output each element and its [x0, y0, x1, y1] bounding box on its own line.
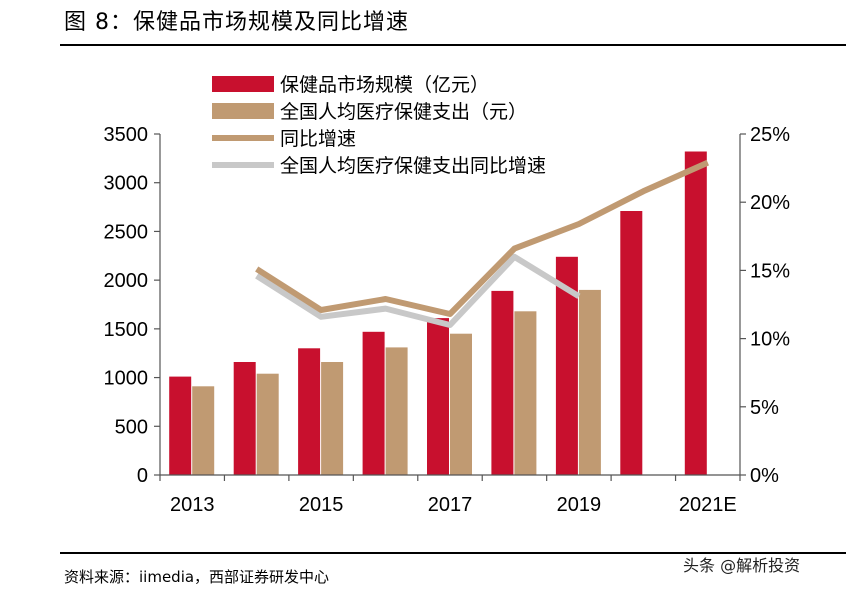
top-rule: [60, 44, 846, 46]
bar-per-capita-2018: [514, 311, 537, 475]
legend-label: 全国人均医疗保健支出（元）: [280, 101, 527, 123]
legend-label: 全国人均医疗保健支出同比增速: [280, 155, 546, 177]
bar-market-size-2021E: [684, 151, 707, 475]
bar-market-size-2018: [491, 290, 514, 475]
bar-per-capita-2016: [385, 347, 408, 475]
bar-per-capita-2015: [321, 362, 344, 475]
right-tick-label: 20%: [750, 192, 790, 214]
left-tick-label: 0: [137, 465, 148, 487]
left-tick-label: 1500: [104, 319, 149, 341]
bar-per-capita-2014: [256, 373, 279, 475]
legend-swatch: [212, 76, 274, 92]
right-tick-label: 0%: [750, 465, 779, 487]
bar-per-capita-2017: [450, 333, 472, 475]
figure-title: 图 8：保健品市场规模及同比增速: [64, 10, 409, 35]
x-tick-label: 2021E: [679, 494, 737, 516]
legend-label: 同比增速: [280, 128, 356, 150]
line-per-capita-growth: [255, 253, 581, 328]
x-tick-label: 2013: [170, 494, 215, 516]
line-yoy-growth: [255, 159, 710, 317]
x-tick-label: 2017: [428, 494, 473, 516]
left-tick-label: 3000: [104, 173, 149, 195]
left-tick-label: 1000: [104, 368, 149, 390]
bar-market-size-2016: [362, 331, 385, 475]
bottom-rule: [60, 552, 846, 554]
bar-per-capita-2013: [192, 386, 215, 475]
left-tick-label: 2000: [104, 270, 149, 292]
left-tick-label: 2500: [104, 221, 149, 243]
source-note: 资料来源：iimedia，西部证券研发中心: [64, 568, 330, 586]
right-tick-label: 15%: [750, 260, 790, 282]
x-tick-label: 2015: [299, 494, 344, 516]
bar-market-size-2019: [555, 256, 578, 475]
bar-per-capita-2019: [578, 289, 601, 475]
watermark: 头条 @解析投资: [683, 556, 801, 575]
right-tick-label: 5%: [750, 397, 779, 419]
bar-market-size-2020: [620, 211, 643, 475]
bar-market-size-2015: [298, 348, 321, 475]
right-tick-label: 25%: [750, 124, 790, 146]
bar-market-size-2017: [427, 318, 449, 475]
x-tick-label: 2019: [557, 494, 602, 516]
bar-market-size-2013: [169, 376, 192, 475]
left-tick-label: 500: [115, 416, 148, 438]
legend-swatch: [212, 103, 274, 119]
right-tick-label: 10%: [750, 329, 790, 351]
bar-market-size-2014: [233, 362, 256, 475]
left-tick-label: 3500: [104, 124, 149, 146]
legend-label: 保健品市场规模（亿元）: [280, 74, 489, 96]
chart: 0 500 1000 1500 2000 2500 3000 3500 0% 5% 10% 15% 20…: [104, 74, 791, 516]
